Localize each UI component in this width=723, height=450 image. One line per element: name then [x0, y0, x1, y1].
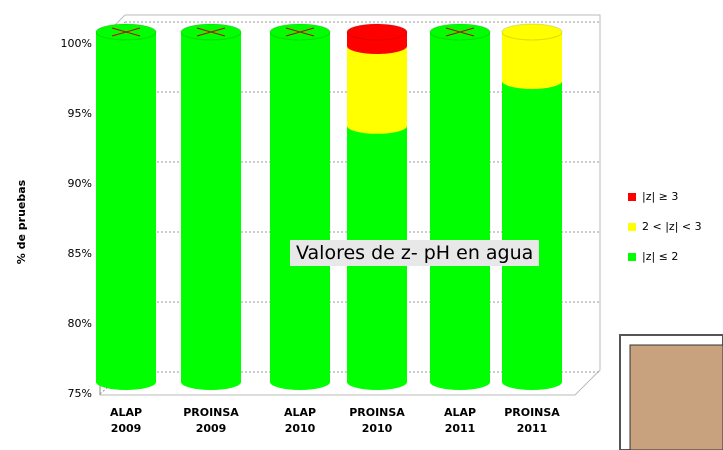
bar-segment	[502, 32, 562, 89]
top-mark	[111, 27, 141, 37]
y-axis-label: % de pruebas	[15, 179, 28, 264]
legend-label: |z| ≥ 3	[642, 190, 678, 203]
annotation: Valores de z- pH en agua	[290, 240, 540, 266]
legend-label: 2 < |z| < 3	[642, 220, 702, 233]
y-tick-label: 90%	[68, 177, 92, 190]
y-tick-label: 100%	[61, 37, 92, 50]
legend-label: |z| ≤ 2	[642, 250, 678, 263]
x-tick-label: PROINSA 2010	[349, 406, 405, 435]
bar-top	[501, 23, 563, 41]
y-tick-label: 75%	[68, 387, 92, 400]
bar-segment	[430, 32, 490, 390]
x-tick-label: ALAP 2009	[109, 406, 143, 435]
bar-segment	[270, 32, 330, 390]
y-tick-label: 80%	[68, 317, 92, 330]
legend-swatch	[628, 253, 636, 261]
x-tick-label: PROINSA 2009	[183, 406, 239, 435]
x-tick-label: PROINSA 2011	[504, 406, 560, 435]
bar-segment	[181, 32, 241, 390]
top-mark	[285, 27, 315, 37]
x-tick-label: ALAP 2010	[283, 406, 317, 435]
top-mark	[445, 27, 475, 37]
y-tick-label: 95%	[68, 107, 92, 120]
top-mark	[196, 27, 226, 37]
y-tick-label: 85%	[68, 247, 92, 260]
bar-top	[346, 23, 408, 41]
bar-segment	[96, 32, 156, 390]
bar-segment	[347, 46, 407, 134]
legend-swatch	[628, 193, 636, 201]
x-tick-label: ALAP 2011	[443, 406, 477, 435]
legend-swatch	[628, 223, 636, 231]
bar-segment	[502, 81, 562, 390]
photo	[629, 344, 723, 450]
